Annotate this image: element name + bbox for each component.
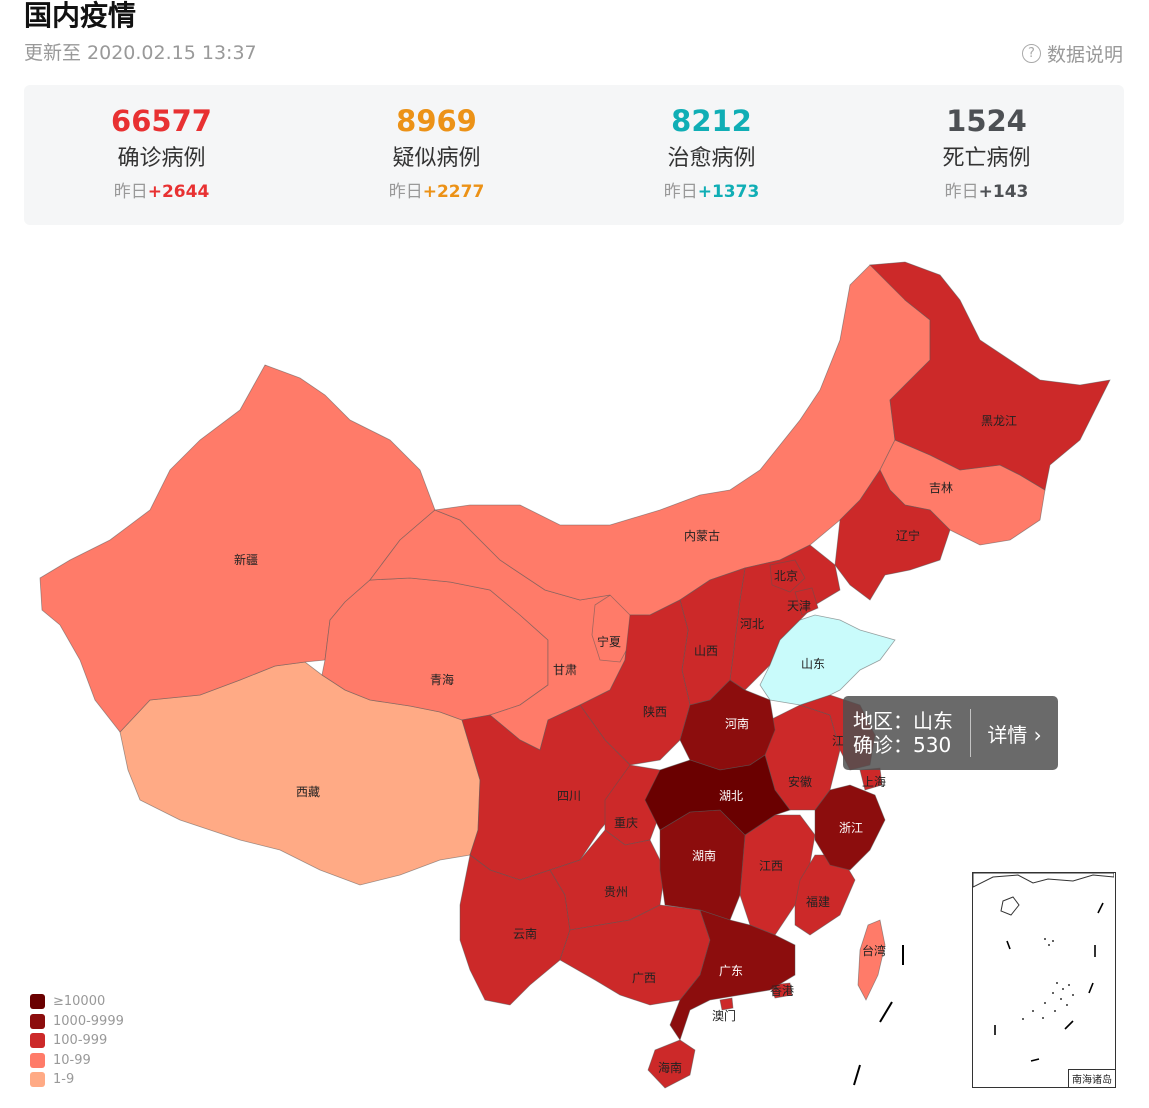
- south-china-sea-inset: 南海诸岛: [972, 872, 1116, 1088]
- stat-dead-number: 1524: [946, 104, 1027, 138]
- label-hubei: 湖北: [719, 788, 743, 803]
- china-map-svg: 新疆 西藏 青海 甘肃 宁夏 内蒙古 黑龙江 吉林 辽宁 北京 天津 河北 山西…: [39, 261, 1111, 1089]
- stat-dead-label: 死亡病例: [942, 146, 1031, 171]
- legend-item[interactable]: 10-99: [30, 1051, 124, 1071]
- label-shandong: 山东: [801, 657, 825, 671]
- tooltip-region: 地区：山东: [853, 709, 953, 733]
- label-heilongjiang: 黑龙江: [981, 414, 1017, 428]
- province-labels: 新疆 西藏 青海 甘肃 宁夏 内蒙古 黑龙江 吉林 辽宁 北京 天津 河北 山西…: [234, 414, 1017, 1075]
- label-beijing: 北京: [774, 569, 798, 583]
- label-xinjiang: 新疆: [234, 552, 258, 567]
- label-jiangxi: 江西: [759, 859, 783, 873]
- province-tianjin[interactable]: [794, 587, 819, 616]
- stat-suspected-label: 疑似病例: [392, 146, 481, 171]
- coast-dashes: [853, 945, 904, 1086]
- province-liaoning[interactable]: [834, 469, 951, 601]
- stat-confirmed-label: 确诊病例: [117, 146, 206, 171]
- stats-panel: 66577 确诊病例 昨日+2644 8969 疑似病例 昨日+2277 821…: [24, 85, 1124, 225]
- data-note-link[interactable]: ? 数据说明: [1021, 40, 1123, 67]
- label-sichuan: 四川: [557, 789, 581, 803]
- map-tooltip: 地区：山东 确诊：530 详情 ›: [843, 696, 1058, 770]
- stat-confirmed-change: 昨日+2644: [113, 182, 210, 202]
- label-fujian: 福建: [806, 894, 830, 909]
- label-taiwan: 台湾: [862, 943, 886, 958]
- label-guangdong: 广东: [719, 964, 743, 978]
- label-xianggang: 香港: [770, 984, 794, 998]
- label-chongqing: 重庆: [614, 816, 638, 830]
- province-heilongjiang[interactable]: [869, 261, 1111, 491]
- stat-confirmed: 66577 确诊病例 昨日+2644: [24, 85, 299, 225]
- label-anhui: 安徽: [788, 774, 812, 789]
- province-hunan[interactable]: [659, 809, 746, 921]
- label-liaoning: 辽宁: [896, 528, 920, 543]
- stat-suspected-number: 8969: [396, 104, 477, 138]
- legend-item[interactable]: 1000-9999: [30, 1012, 124, 1032]
- label-guizhou: 贵州: [604, 885, 628, 899]
- page-title: 国内疫情: [24, 0, 137, 32]
- tooltip-detail-button[interactable]: 详情 ›: [987, 722, 1042, 747]
- province-zhejiang[interactable]: [814, 784, 886, 871]
- province-hubei[interactable]: [644, 754, 791, 836]
- label-shanghai: 上海: [862, 774, 886, 789]
- legend-swatch: [30, 1072, 45, 1088]
- label-jilin: 吉林: [929, 481, 953, 495]
- legend-swatch: [30, 1013, 45, 1029]
- province-yunnan[interactable]: [459, 854, 571, 1006]
- label-tianjin: 天津: [787, 599, 811, 613]
- label-henan: 河南: [725, 716, 749, 731]
- label-hainan: 海南: [658, 1060, 682, 1075]
- label-shaanxi: 陕西: [643, 704, 667, 719]
- province-beijing[interactable]: [769, 559, 806, 593]
- province-shaanxi[interactable]: [579, 599, 691, 766]
- tooltip-info: 地区：山东 确诊：530: [843, 709, 971, 757]
- data-note-label: 数据说明: [1046, 44, 1123, 66]
- province-taiwan[interactable]: [857, 919, 886, 1001]
- label-ningxia: 宁夏: [597, 634, 621, 649]
- stat-dead-change: 昨日+143: [944, 182, 1029, 202]
- tooltip-confirmed: 确诊：530: [853, 733, 952, 757]
- province-fujian[interactable]: [794, 854, 856, 936]
- stat-confirmed-number: 66577: [111, 104, 212, 138]
- legend-item[interactable]: 100-999: [30, 1031, 124, 1051]
- label-guangxi: 广西: [632, 971, 656, 985]
- update-time: 更新至 2020.02.15 13:37: [24, 42, 257, 64]
- map-legend: ≥10000 1000-9999 100-999 10-99 1-9: [30, 992, 124, 1090]
- label-xizang: 西藏: [296, 785, 320, 799]
- stat-cured-number: 8212: [671, 104, 752, 138]
- province-aomen[interactable]: [719, 997, 734, 1011]
- label-zhejiang: 浙江: [839, 821, 863, 835]
- stat-cured-label: 治愈病例: [667, 146, 756, 171]
- china-map: 新疆 西藏 青海 甘肃 宁夏 内蒙古 黑龙江 吉林 辽宁 北京 天津 河北 山西…: [0, 240, 1149, 1108]
- province-guangdong[interactable]: [669, 909, 796, 1041]
- province-henan[interactable]: [679, 679, 776, 771]
- label-shanxi: 山西: [694, 644, 718, 658]
- stat-suspected-change: 昨日+2277: [388, 182, 485, 202]
- label-yunnan: 云南: [513, 926, 537, 941]
- legend-swatch: [30, 994, 45, 1010]
- stat-cured: 8212 治愈病例 昨日+1373: [574, 85, 849, 225]
- legend-item[interactable]: 1-9: [30, 1070, 124, 1090]
- stat-dead: 1524 死亡病例 昨日+143: [849, 85, 1124, 225]
- label-gansu: 甘肃: [553, 663, 577, 677]
- stat-suspected: 8969 疑似病例 昨日+2277: [299, 85, 574, 225]
- legend-swatch: [30, 1033, 45, 1049]
- label-aomen: 澳门: [712, 1008, 736, 1023]
- label-jiangsu: 江: [832, 734, 844, 748]
- inset-label: 南海诸岛: [1068, 1069, 1115, 1087]
- legend-item[interactable]: ≥10000: [30, 992, 124, 1012]
- label-qinghai: 青海: [430, 672, 454, 687]
- label-neimenggu: 内蒙古: [684, 528, 720, 543]
- label-hebei: 河北: [740, 617, 764, 631]
- help-circle-icon: ?: [1021, 44, 1041, 63]
- province-shandong[interactable]: [759, 614, 896, 706]
- legend-swatch: [30, 1052, 45, 1068]
- stat-cured-change: 昨日+1373: [663, 182, 760, 202]
- inset-map-svg: [973, 873, 1114, 1062]
- label-hunan: 湖南: [692, 848, 716, 863]
